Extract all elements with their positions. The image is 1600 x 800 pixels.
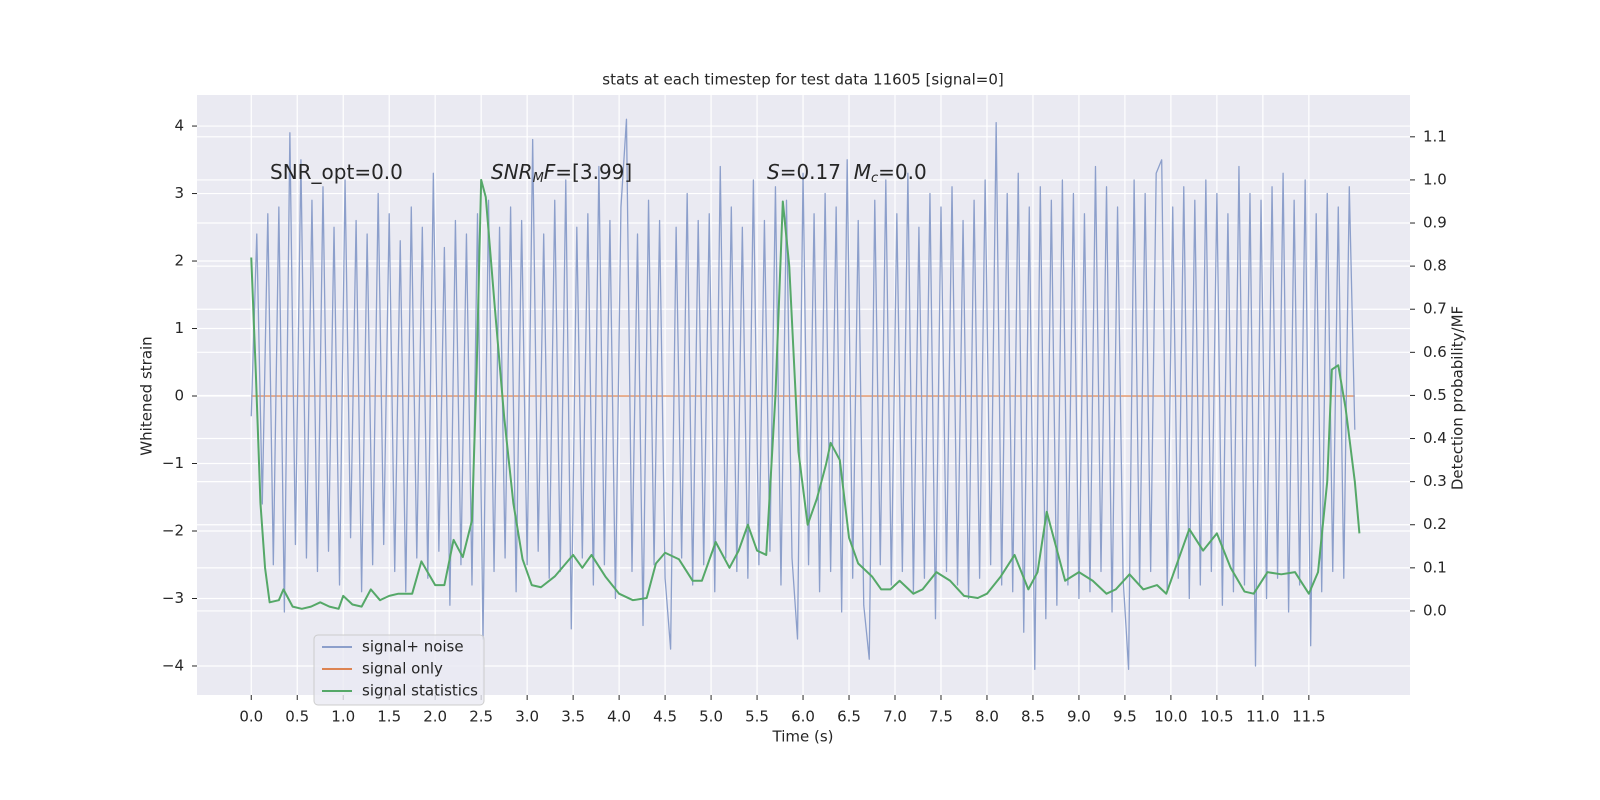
x-tick-label: 4.5 <box>653 708 677 726</box>
y-tick-label: −4 <box>162 656 184 674</box>
x-tick-label: 3.5 <box>561 708 585 726</box>
x-tick-label: 1.0 <box>331 708 355 726</box>
y-axis-label: Whitened strain <box>138 336 156 455</box>
legend: signal+ noise signal only signal statistic… <box>313 634 485 706</box>
annotation: SNRMF=[3.99] <box>491 160 632 186</box>
grid <box>197 95 1410 695</box>
y-tick-label: 3 <box>174 184 184 202</box>
marks <box>250 118 1361 670</box>
legend-box <box>313 634 485 706</box>
labels: 0.0 0.5 1.0 1.5 2.0 2.5 3.0 3.5 4.0 4.5 5.0 5.5 6.0 6… <box>162 117 1447 726</box>
x-tick-label: 8.5 <box>1021 708 1045 726</box>
x-tick-label: 7.0 <box>883 708 907 726</box>
annotation-part: M <box>854 160 871 184</box>
annotation: SNR_opt=0.0 <box>270 160 403 184</box>
x-tick-label: 7.5 <box>929 708 953 726</box>
x-tick-label: 6.5 <box>837 708 861 726</box>
x-tick-label: 10.5 <box>1200 708 1233 726</box>
x-tick-label: 1.5 <box>377 708 401 726</box>
annotation-part: =0.17 <box>780 160 854 184</box>
y2-tick-label: 0.7 <box>1423 300 1447 318</box>
y-tick-label: 1 <box>174 319 184 337</box>
x-tick-label: 0.5 <box>285 708 309 726</box>
x-tick-label: 3.0 <box>515 708 539 726</box>
y2-tick-label: 0.8 <box>1423 257 1447 275</box>
y2-tick-label: 1.0 <box>1423 170 1447 188</box>
annotation: S=0.17 Mc=0.0 <box>767 160 927 186</box>
x-tick-label: 9.5 <box>1113 708 1137 726</box>
y2-tick-label: 0.1 <box>1423 558 1447 576</box>
x-tick-label: 11.0 <box>1246 708 1279 726</box>
legend-label: signal only <box>362 660 443 678</box>
legend-label: signal+ noise <box>362 638 464 656</box>
annotation-part: S <box>767 160 780 184</box>
x-tick-label: 0.0 <box>239 708 263 726</box>
y2-tick-label: 0.5 <box>1423 386 1447 404</box>
y-tick-label: 4 <box>174 117 184 135</box>
y-tick-label: −3 <box>162 589 184 607</box>
x-axis-label: Time (s) <box>772 728 834 746</box>
x-tick-label: 6.0 <box>791 708 815 726</box>
x-tick-label: 11.5 <box>1292 708 1325 726</box>
y2-axis-label: Detection probability/MF <box>1449 306 1467 490</box>
x-tick-label: 2.0 <box>423 708 447 726</box>
series-line <box>250 178 1361 610</box>
y2-tick-label: 0.2 <box>1423 515 1447 533</box>
annotation-part: SNR <box>491 160 533 184</box>
annotation-part: SNR_opt=0.0 <box>270 160 403 184</box>
y2-tick-label: 1.1 <box>1423 127 1447 145</box>
x-tick-label: 10.0 <box>1154 708 1187 726</box>
annotation-part: =0.0 <box>878 160 927 184</box>
y-tick-label: −1 <box>162 454 184 472</box>
x-tick-label: 5.0 <box>699 708 723 726</box>
annotation-part: =[3.99] <box>555 160 632 184</box>
x-tick-label: 8.0 <box>975 708 999 726</box>
y-tick-label: 2 <box>174 252 184 270</box>
x-tick-label: 2.5 <box>469 708 493 726</box>
series-line <box>250 118 1356 670</box>
y2-tick-label: 0.4 <box>1423 429 1447 447</box>
y2-tick-label: 0.9 <box>1423 214 1447 232</box>
y2-tick-label: 0.6 <box>1423 343 1447 361</box>
y-tick-label: 0 <box>174 387 184 405</box>
y2-tick-label: 0.0 <box>1423 601 1447 619</box>
x-tick-label: 5.5 <box>745 708 769 726</box>
x-tick-label: 4.0 <box>607 708 631 726</box>
legend-label: signal statistics <box>362 682 478 700</box>
annotation-part: F <box>544 160 556 184</box>
annotation-part: M <box>533 171 544 186</box>
annotation-part: c <box>871 171 878 186</box>
x-tick-label: 9.0 <box>1067 708 1091 726</box>
chart-title: stats at each timestep for test data 116… <box>602 71 1003 89</box>
y2-tick-label: 0.3 <box>1423 472 1447 490</box>
y-tick-label: −2 <box>162 521 184 539</box>
